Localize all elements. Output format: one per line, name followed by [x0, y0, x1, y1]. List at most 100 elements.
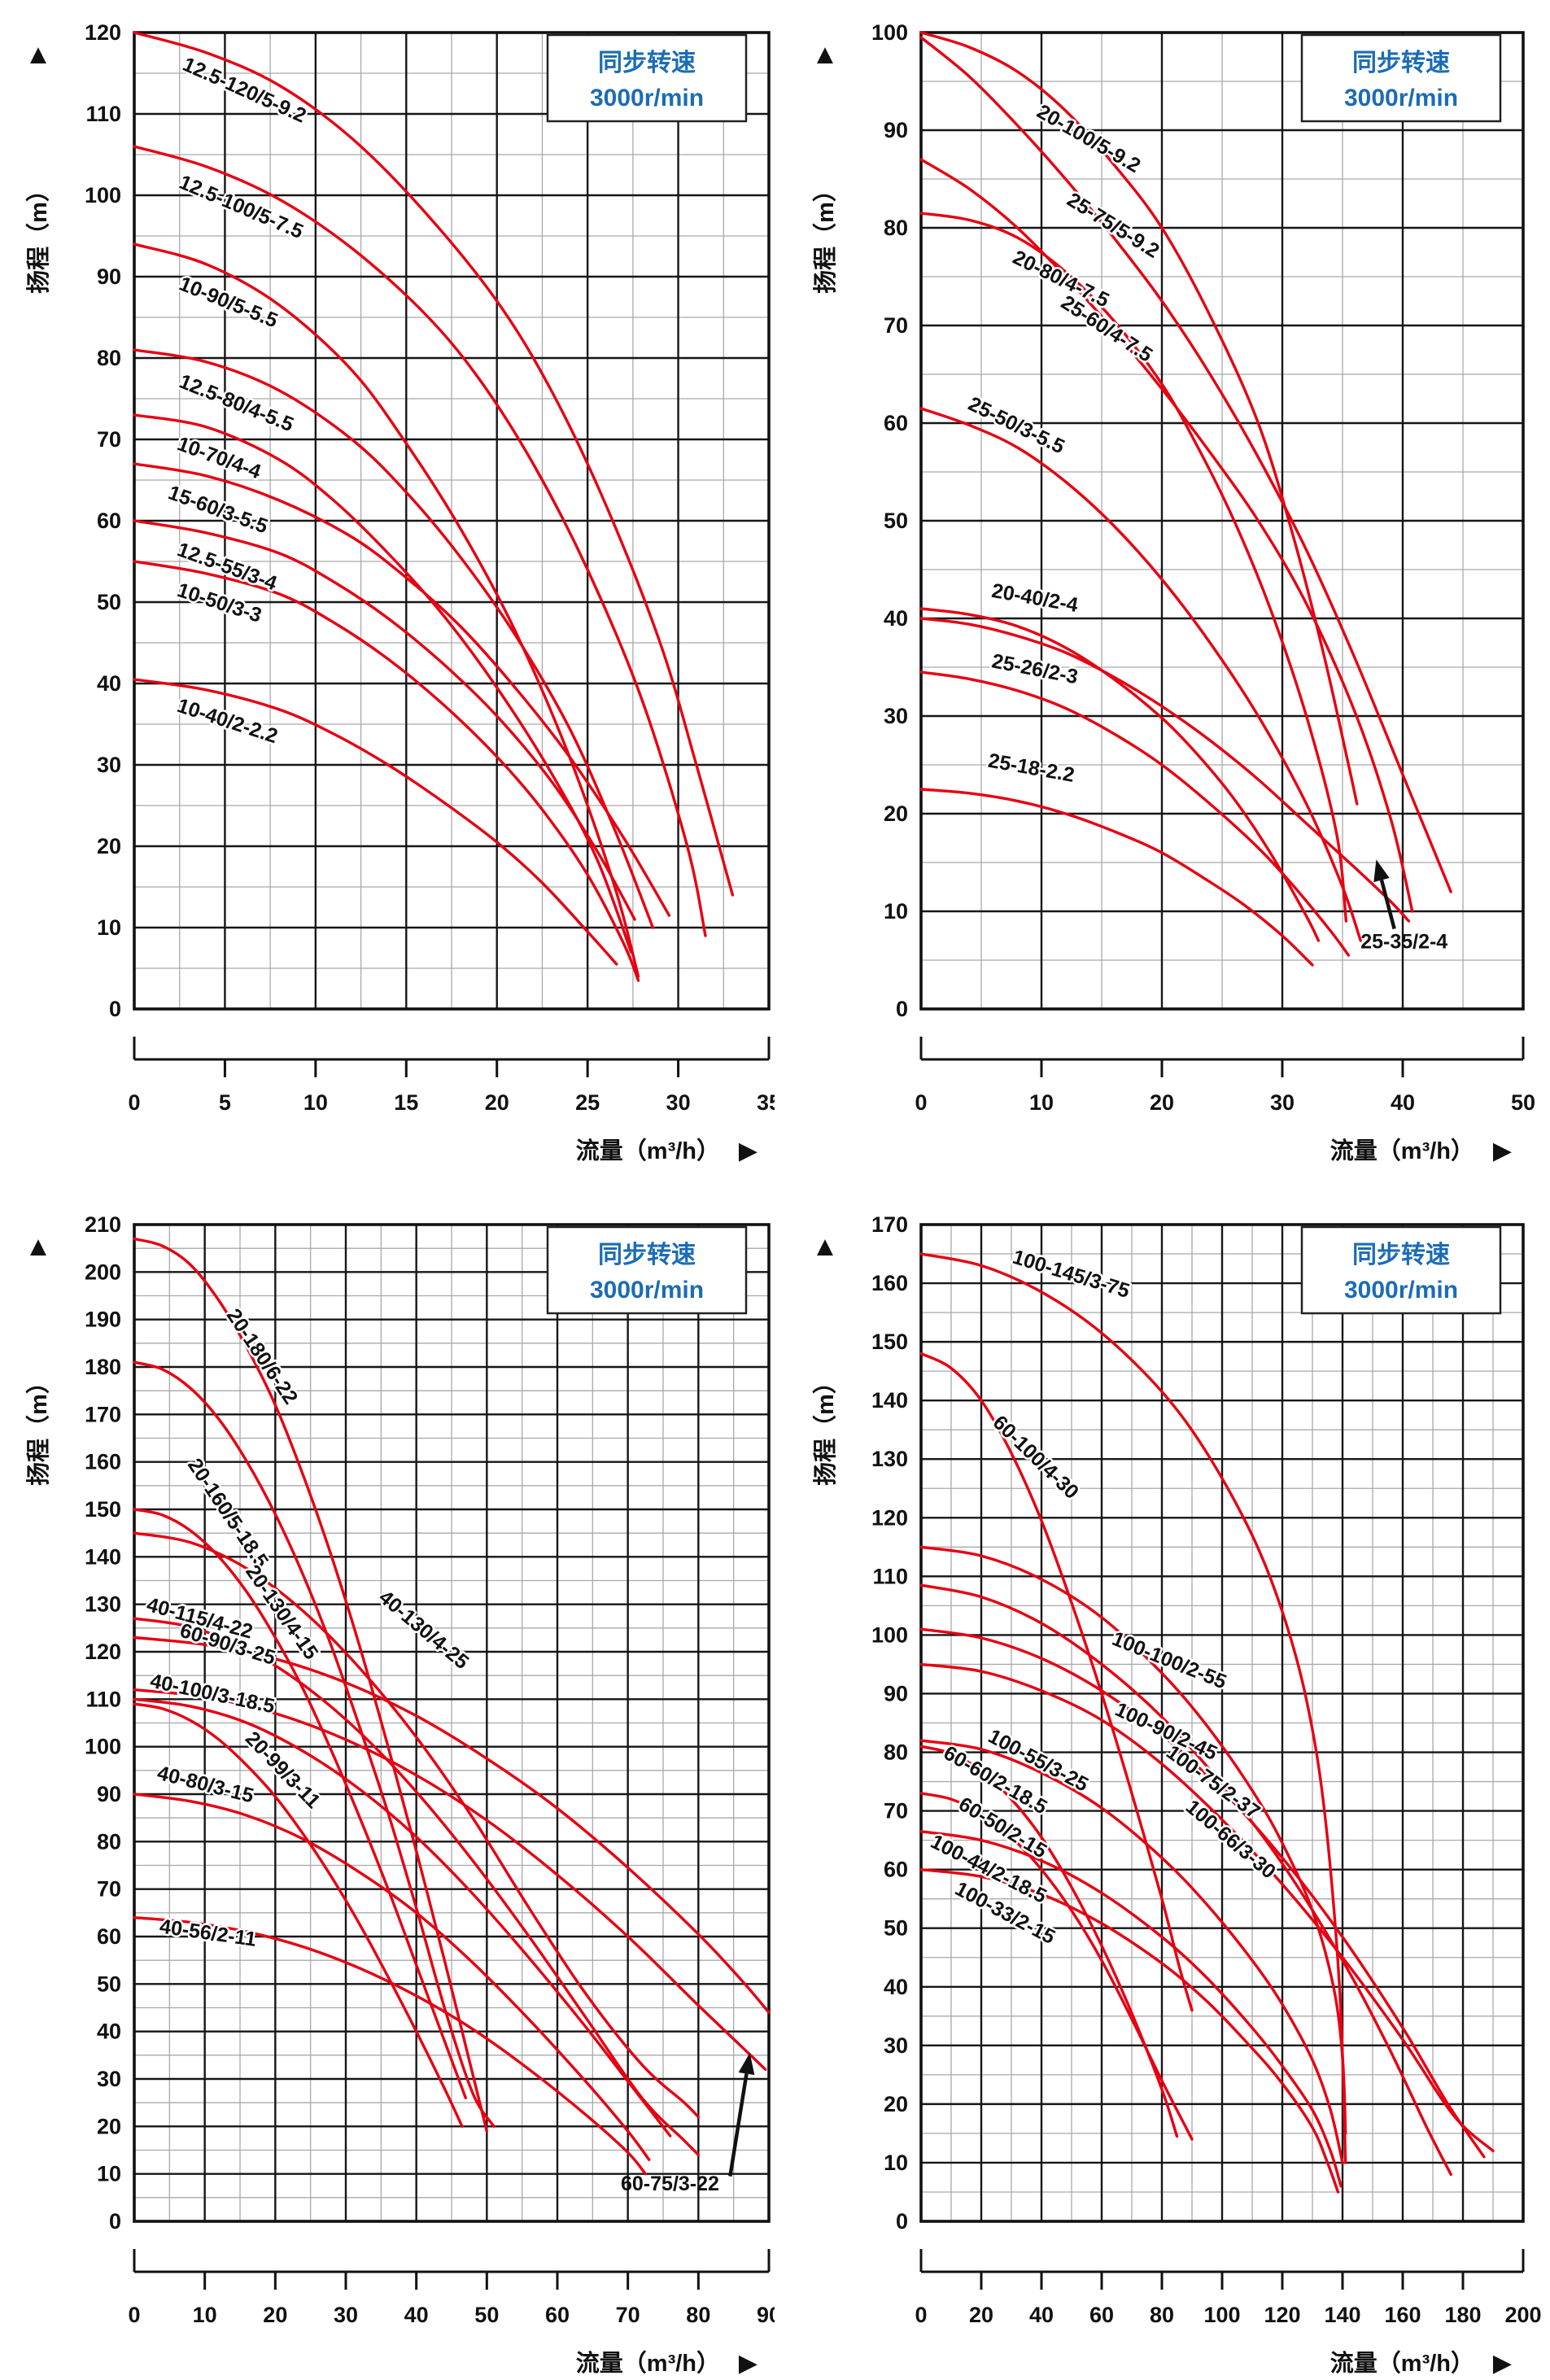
callout-label: 60-75/3-22 [621, 2173, 719, 2195]
y-tick-label: 50 [97, 1972, 121, 1996]
pump-chart-figure-3: 0 10 20 30 40 50 60 70 80 90 100 110 120 130 140 150 160… [0, 1188, 781, 2377]
x-axis-title: 流量（m³/h） [576, 2350, 720, 2376]
x-tick-label: 50 [1511, 1090, 1535, 1115]
y-tick-label: 120 [85, 1640, 121, 1664]
speed-box-line2: 3000r/min [1344, 85, 1458, 111]
x-tick-label: 25 [575, 1090, 600, 1115]
minor-grid [921, 1225, 1523, 2221]
speed-box-frame [546, 33, 748, 123]
x-tick-label: 20 [969, 2303, 993, 2327]
y-tick-label: 150 [871, 1330, 908, 1354]
y-tick-label: 140 [871, 1388, 908, 1413]
y-tick-label: 0 [109, 997, 121, 1021]
x-axis-arrow-icon: ▶ [739, 1138, 758, 1164]
y-tick-label: 210 [85, 1212, 121, 1237]
x-tick-label: 5 [219, 1090, 231, 1115]
speed-box: 同步转速 3000r/min [546, 1225, 748, 1315]
x-tick-label: 20 [485, 1090, 509, 1115]
x-axis-title: 流量（m³/h） [1330, 2350, 1474, 2376]
y-tick-label: 20 [97, 2114, 121, 2138]
x-tick-label: 100 [1203, 2303, 1240, 2327]
y-tick-label: 110 [85, 102, 121, 126]
y-tick-label: 170 [85, 1402, 121, 1426]
pump-curve [919, 1352, 1194, 2012]
y-tick-label: 100 [871, 20, 908, 45]
speed-box: 同步转速 3000r/min [1300, 33, 1502, 123]
chart-background [0, 1188, 775, 2376]
x-tick-label: 30 [666, 1090, 691, 1115]
x-tick-label: 50 [474, 2303, 499, 2327]
y-tick-label: 60 [97, 1924, 121, 1949]
callout: 60-75/3-22 [621, 2052, 755, 2195]
callout-arrow-head-icon [738, 2052, 755, 2076]
plot-border [919, 31, 1525, 1011]
y-tick-label: 100 [85, 183, 121, 207]
y-axis-title: 扬程（m） [25, 178, 52, 294]
y-tick-label: 120 [871, 1505, 908, 1530]
pump-chart-3: 0102030405060708090100110120130140150160… [0, 1188, 781, 2377]
y-tick-label: 110 [85, 1687, 121, 1711]
pump-curve [919, 617, 1411, 923]
callout-label: 25-35/2-4 [1360, 931, 1447, 954]
x-axis: 0 10 20 30 40 50 流量（m³/h） ▶ [915, 1037, 1535, 1164]
x-tick-label: 140 [1324, 2303, 1360, 2327]
y-tick-label: 120 [85, 20, 121, 45]
pump-curve [133, 145, 707, 937]
y-tick-label: 80 [97, 1829, 121, 1854]
y-axis-title: 扬程（m） [25, 1370, 52, 1486]
pump-curve [133, 242, 640, 978]
y-tick-label: 80 [97, 346, 121, 370]
x-tick-label: 40 [1029, 2303, 1054, 2327]
pump-curve [133, 1508, 467, 2099]
x-tick-label: 20 [1150, 1090, 1174, 1115]
pump-curve [919, 407, 1362, 942]
x-tick-label: 10 [193, 2303, 217, 2327]
curves [133, 1237, 771, 2176]
pump-curve [133, 1531, 700, 2119]
x-axis-arrow-icon: ▶ [1493, 2350, 1512, 2376]
y-axis: 0 10 20 30 40 50 60 70 80 90 100 ▲ 扬程（m） [811, 20, 908, 1021]
pump-curve [133, 1237, 488, 2133]
pump-curve [919, 212, 1348, 923]
speed-box: 同步转速 3000r/min [546, 33, 748, 123]
x-tick-label: 120 [1264, 2303, 1300, 2327]
y-tick-label: 40 [884, 1975, 908, 1999]
x-tick-label: 70 [616, 2303, 640, 2327]
pump-chart-2: 0 10 20 30 40 50 60 70 80 90 100 ▲ 扬程（m） 0 10 20 30 40 50 流… [775, 0, 1549, 1188]
y-tick-label: 20 [97, 834, 121, 858]
speed-box-line2: 3000r/min [590, 1277, 704, 1304]
y-axis: 0 10 20 30 40 50 60 70 80 90 100 110 120 ▲ 扬程（m） [24, 20, 121, 1021]
y-tick-label: 90 [884, 118, 908, 142]
y-axis: 0 10 20 30 40 50 60 70 80 90 100 110 120 130 140 150 160… [24, 1212, 121, 2234]
y-tick-label: 200 [85, 1260, 121, 1284]
y-tick-label: 170 [871, 1212, 908, 1237]
pump-curve [133, 1688, 767, 2071]
y-tick-label: 50 [884, 1916, 908, 1941]
y-tick-label: 90 [97, 264, 121, 289]
y-tick-label: 70 [97, 1877, 121, 1902]
plot-border [919, 1223, 1525, 2223]
x-tick-label: 30 [334, 2303, 358, 2327]
y-tick-label: 50 [97, 590, 121, 614]
pump-curve [919, 36, 1452, 893]
x-axis-title: 流量（m³/h） [576, 1138, 720, 1164]
pump-curve [919, 1867, 1340, 2194]
x-tick-label: 10 [1029, 1090, 1054, 1115]
x-tick-label: 60 [545, 2303, 570, 2327]
y-tick-label: 150 [85, 1497, 121, 1522]
y-axis-arrow-icon: ▲ [811, 39, 839, 70]
pump-curve [919, 1792, 1194, 2141]
pump-curve [919, 1662, 1495, 2153]
y-tick-label: 180 [85, 1355, 121, 1379]
pump-curve [919, 1627, 1486, 2159]
pump-chart-figure-4: 0 10 20 30 40 50 60 70 80 90 100 110 120 130 140 150 160… [775, 1188, 1550, 2377]
y-tick-label: 130 [871, 1447, 908, 1471]
y-tick-label: 100 [871, 1622, 908, 1647]
chart-background [0, 0, 775, 1188]
y-tick-label: 40 [884, 606, 908, 631]
x-tick-label: 20 [263, 2303, 287, 2327]
y-tick-label: 140 [85, 1544, 121, 1569]
plot-border [133, 1223, 771, 2223]
y-tick-label: 110 [872, 1564, 908, 1588]
